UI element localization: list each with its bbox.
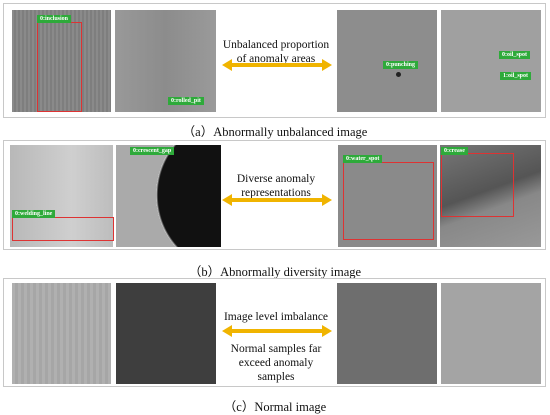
caption: （c）Normal image — [223, 400, 327, 414]
image — [12, 283, 111, 384]
defect-label: 1:oil_spot — [500, 72, 532, 80]
defect-label: 0:punching — [383, 61, 419, 69]
double-arrow — [222, 59, 332, 71]
description: Normal samples far exceed anomaly sample… — [230, 343, 322, 383]
double-arrow — [222, 325, 332, 337]
defect-box — [441, 153, 514, 217]
defect-label: 0:oil_spot — [499, 51, 531, 59]
defect-label: 0:crescent_gap — [130, 147, 175, 155]
defect-box — [343, 162, 434, 240]
defect-spot — [396, 72, 401, 77]
description: Diverse anomaly representations — [236, 173, 316, 199]
description: Unbalanced proportion of anomaly areas — [222, 39, 330, 65]
defect-label: 0:inclusion — [37, 15, 72, 23]
panel-c — [3, 278, 546, 387]
double-arrow — [222, 194, 332, 206]
image — [441, 10, 541, 112]
image — [337, 283, 437, 384]
defect-box — [37, 22, 82, 112]
panel-a — [3, 3, 546, 118]
image — [440, 145, 541, 247]
defect-box — [12, 217, 114, 241]
image — [115, 10, 216, 112]
defect-label: 0:rolled_pit — [168, 97, 204, 105]
image — [116, 145, 221, 247]
image — [116, 283, 216, 384]
caption: （a）Abnormally unbalanced image — [182, 125, 368, 139]
defect-label: 0:welding_line — [12, 210, 56, 218]
image — [441, 283, 541, 384]
defect-label: 0:crease — [441, 147, 468, 155]
defect-label: 0:water_spot — [343, 155, 383, 163]
panel-b — [3, 140, 546, 250]
image — [10, 145, 113, 247]
description: Image level imbalance — [223, 311, 329, 323]
caption: （b）Abnormally diversity image — [188, 265, 362, 279]
image — [12, 10, 111, 112]
